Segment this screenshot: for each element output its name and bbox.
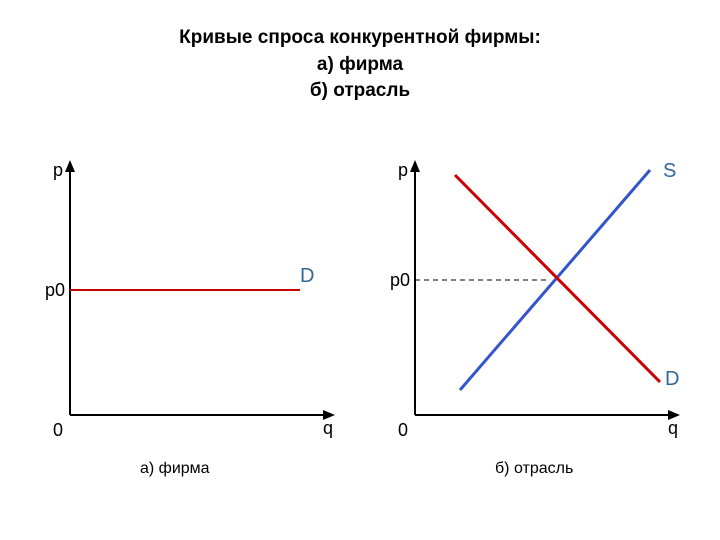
demand-line-b xyxy=(455,175,660,382)
p0-label-b: p0 xyxy=(390,270,410,291)
chart-firm-svg xyxy=(45,160,335,420)
chart-firm: p p0 0 q D а) фирма xyxy=(45,160,335,425)
chart-industry: p p0 0 q S D б) отрасль xyxy=(390,160,680,425)
demand-label-b: D xyxy=(665,368,679,391)
y-axis-arrow xyxy=(65,160,75,172)
demand-label: D xyxy=(300,265,314,288)
p0-label: p0 xyxy=(45,280,65,301)
y-axis-arrow-b xyxy=(410,160,420,172)
chart-b-caption: б) отрасль xyxy=(495,460,573,478)
title-line-1: Кривые спроса конкурентной фирмы: xyxy=(0,25,720,52)
x-axis-label: q xyxy=(323,418,333,439)
title-line-2: а) фирма xyxy=(0,52,720,79)
y-axis-label: p xyxy=(53,160,63,181)
supply-label: S xyxy=(663,160,676,183)
title-line-3: б) отрасль xyxy=(0,78,720,105)
x-axis-label-b: q xyxy=(668,418,678,439)
chart-industry-svg xyxy=(390,160,680,420)
origin-label: 0 xyxy=(53,420,63,441)
chart-title: Кривые спроса конкурентной фирмы: а) фир… xyxy=(0,0,720,105)
origin-label-b: 0 xyxy=(398,420,408,441)
chart-a-caption: а) фирма xyxy=(140,460,210,478)
charts-container: p p0 0 q D а) фирма p p0 0 q S D б) отра… xyxy=(0,160,720,480)
y-axis-label-b: p xyxy=(398,160,408,181)
